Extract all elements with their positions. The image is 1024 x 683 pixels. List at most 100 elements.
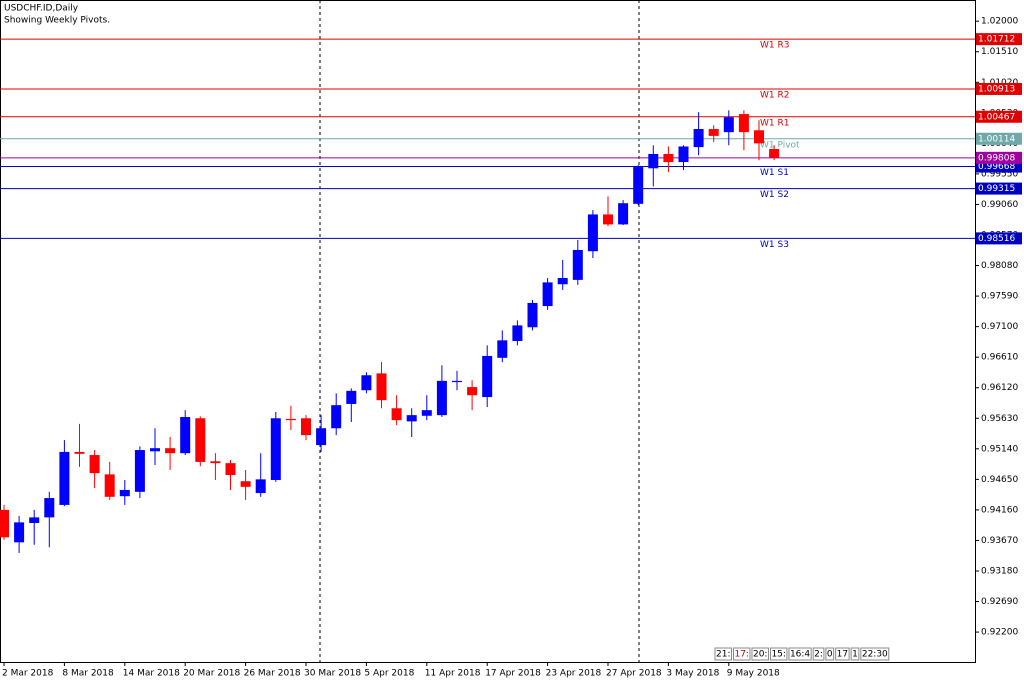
price-tag-label: 0.99315 bbox=[978, 184, 1015, 194]
candle-body bbox=[406, 415, 417, 422]
x-tick-label: 8 Mar 2018 bbox=[62, 669, 114, 679]
pivot-name: W1 R2 bbox=[760, 90, 789, 100]
candle-body bbox=[603, 214, 613, 225]
plot-frame bbox=[0, 0, 976, 663]
candle-body bbox=[104, 474, 115, 497]
x-tick-label: 11 Apr 2018 bbox=[425, 669, 481, 679]
price-tag-label: 1.00913 bbox=[978, 84, 1015, 94]
candle-body bbox=[512, 325, 523, 341]
y-tick-label: 0.93670 bbox=[981, 536, 1018, 546]
price-tag bbox=[976, 232, 1022, 245]
clock-text: 0 bbox=[827, 650, 833, 660]
candle-body bbox=[452, 380, 462, 383]
clock-cell bbox=[788, 647, 812, 661]
candle-body bbox=[134, 450, 145, 492]
candle-body bbox=[391, 408, 402, 421]
candle-body bbox=[29, 517, 40, 523]
y-tick-label: 0.95630 bbox=[981, 414, 1018, 424]
candle-body bbox=[497, 340, 508, 358]
clock-text: 20: bbox=[753, 650, 767, 660]
y-tick-label: 0.94160 bbox=[981, 505, 1018, 515]
price-tag-label: 0.99808 bbox=[978, 153, 1015, 163]
clock-cell bbox=[825, 647, 835, 661]
y-tick-label: 0.95140 bbox=[981, 444, 1018, 454]
price-tag-label: 1.01712 bbox=[978, 35, 1015, 45]
price-tag bbox=[976, 110, 1022, 123]
y-tick-label: 0.94650 bbox=[981, 475, 1018, 485]
clock-text: 21: bbox=[716, 650, 730, 660]
y-tick-label: 0.99550 bbox=[981, 169, 1018, 179]
candle-body bbox=[618, 203, 629, 225]
chart-subtitle: Showing Weekly Pivots. bbox=[4, 16, 110, 26]
clock-text: 22:30 bbox=[862, 650, 888, 660]
clock-cell bbox=[732, 647, 751, 661]
clock-cell bbox=[860, 647, 890, 661]
candle-body bbox=[316, 428, 327, 446]
candle-body bbox=[663, 153, 674, 163]
clock-text: 1 bbox=[852, 650, 858, 660]
candle-body bbox=[572, 249, 583, 280]
candle-body bbox=[285, 418, 296, 421]
price-tag-label: 1.00467 bbox=[978, 112, 1015, 122]
candle-body bbox=[769, 148, 780, 158]
candle-body bbox=[44, 498, 55, 518]
x-tick-label: 30 Mar 2018 bbox=[304, 669, 361, 679]
candle-body bbox=[225, 463, 236, 475]
pivot-name: W1 S2 bbox=[760, 190, 789, 200]
pivot-name: W1 R1 bbox=[760, 118, 789, 128]
candle-body bbox=[89, 455, 100, 474]
clock-cell bbox=[769, 647, 788, 661]
candle-body bbox=[270, 418, 281, 480]
x-tick-label: 5 Apr 2018 bbox=[364, 669, 414, 679]
candle-body bbox=[361, 375, 372, 391]
y-tick-label: 0.96120 bbox=[981, 383, 1018, 393]
x-tick-label: 17 Apr 2018 bbox=[485, 669, 541, 679]
price-tag bbox=[976, 82, 1022, 95]
clock-cell bbox=[835, 647, 850, 661]
y-tick-label: 0.93180 bbox=[981, 566, 1018, 576]
candle-body bbox=[723, 117, 734, 133]
candle-body bbox=[557, 278, 568, 285]
price-tag-label: 0.98516 bbox=[978, 234, 1015, 244]
pivot-name: W1 S3 bbox=[760, 240, 789, 250]
candle-body bbox=[346, 390, 357, 404]
pivot-name: W1 Pivot bbox=[760, 140, 800, 150]
candle-body bbox=[165, 448, 176, 454]
chart-title: USDCHF.ID,Daily bbox=[4, 4, 79, 14]
price-tag bbox=[976, 182, 1022, 195]
x-tick-label: 2 Mar 2018 bbox=[2, 669, 54, 679]
y-tick-label: 0.92690 bbox=[981, 597, 1018, 607]
price-tag bbox=[976, 33, 1022, 46]
y-tick-label: 0.97590 bbox=[981, 292, 1018, 302]
candle-body bbox=[210, 461, 221, 464]
candle-body bbox=[633, 167, 644, 204]
x-tick-label: 14 Mar 2018 bbox=[123, 669, 180, 679]
candle-body bbox=[648, 153, 659, 169]
x-tick-label: 23 Apr 2018 bbox=[546, 669, 602, 679]
pivot-name: W1 R3 bbox=[760, 41, 789, 51]
x-tick-label: 20 Mar 2018 bbox=[183, 669, 240, 679]
candle-body bbox=[59, 451, 70, 505]
candle-body bbox=[180, 417, 191, 454]
candle-body bbox=[14, 522, 25, 543]
candle-body bbox=[150, 448, 160, 452]
clock-text: 16:4 bbox=[790, 650, 810, 660]
x-tick-label: 26 Mar 2018 bbox=[244, 669, 301, 679]
clock-text: 17 bbox=[837, 650, 848, 660]
candle-body bbox=[301, 418, 311, 436]
x-tick-label: 9 May 2018 bbox=[727, 669, 780, 679]
clock-text: 17: bbox=[734, 650, 748, 660]
clock-cell bbox=[850, 647, 860, 661]
candle-body bbox=[527, 302, 538, 328]
candle-body bbox=[708, 129, 719, 136]
y-tick-label: 1.02000 bbox=[981, 17, 1018, 27]
y-tick-label: 0.97100 bbox=[981, 322, 1018, 332]
candle-body bbox=[436, 380, 447, 416]
y-tick-label: 0.99060 bbox=[981, 200, 1018, 210]
candle-body bbox=[74, 451, 85, 454]
y-tick-label: 1.01510 bbox=[981, 47, 1018, 57]
clock-cell bbox=[812, 647, 825, 661]
price-tag-label: 0.99668 bbox=[978, 162, 1015, 172]
